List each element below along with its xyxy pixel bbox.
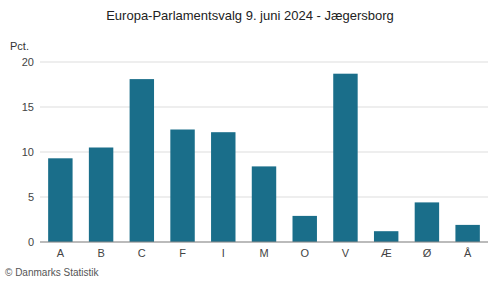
bar — [293, 216, 317, 242]
x-tick-label: Æ — [381, 247, 392, 259]
x-tick-label: M — [259, 247, 268, 259]
grid-line — [40, 242, 488, 243]
x-tick-label: F — [179, 247, 186, 259]
grid-line — [40, 107, 488, 108]
bar — [170, 130, 194, 243]
x-tick-label: A — [57, 247, 65, 259]
bar — [130, 79, 154, 242]
bar — [333, 74, 357, 242]
y-tick-label: 10 — [22, 146, 34, 158]
x-tick-label: C — [138, 247, 146, 259]
x-tick-label: V — [342, 247, 350, 259]
bar — [211, 132, 235, 242]
bar — [455, 225, 479, 242]
y-tick-label: 5 — [28, 191, 34, 203]
x-tick-label: B — [97, 247, 104, 259]
title: Europa-Parlamentsvalg 9. juni 2024 - Jæg… — [106, 8, 394, 23]
bar — [252, 166, 276, 242]
y-axis-label: Pct. — [10, 40, 29, 52]
y-tick-label: 20 — [22, 56, 34, 68]
grid-line — [40, 62, 488, 63]
bar — [48, 158, 72, 242]
x-tick-label: Ø — [423, 247, 432, 259]
bar — [374, 231, 398, 242]
x-tick-label: Å — [464, 247, 472, 259]
y-tick-label: 15 — [22, 101, 34, 113]
x-axis-line — [40, 242, 488, 243]
y-tick-label: 0 — [28, 236, 34, 248]
bar — [89, 148, 113, 243]
chart: Europa-Parlamentsvalg 9. juni 2024 - Jæg… — [0, 0, 500, 282]
x-tick-label: O — [300, 247, 309, 259]
x-tick-label: I — [222, 247, 225, 259]
bar — [415, 202, 439, 242]
grid — [40, 62, 488, 242]
footer: © Danmarks Statistik — [5, 267, 100, 278]
bars — [48, 74, 480, 242]
